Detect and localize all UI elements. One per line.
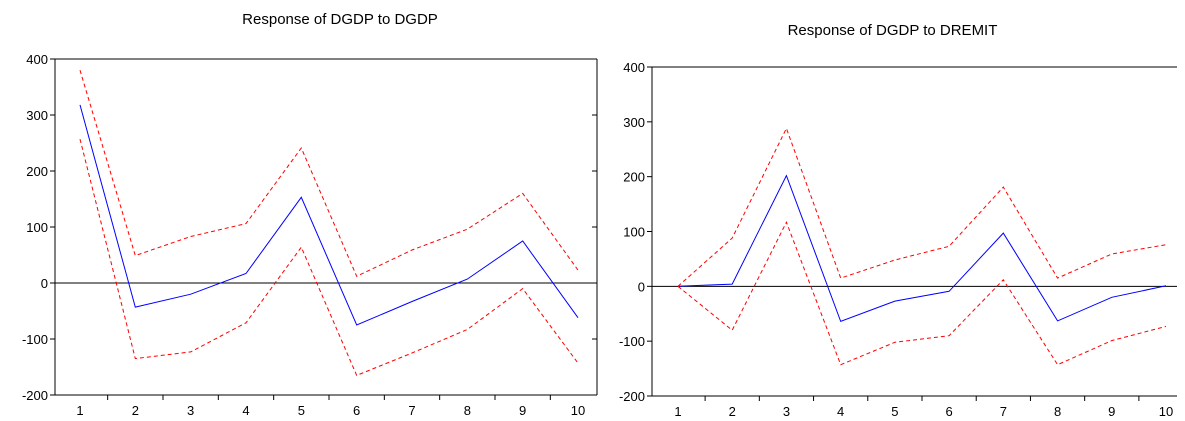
y-tick-label: -200	[619, 389, 645, 404]
x-tick-label: 4	[837, 404, 844, 419]
x-tick-label: 8	[1054, 404, 1061, 419]
x-tick-label: 5	[298, 403, 305, 418]
x-tick-label: 9	[1108, 404, 1115, 419]
x-tick-label: 1	[76, 403, 83, 418]
x-tick-label: 7	[408, 403, 415, 418]
x-tick-label: 4	[242, 403, 249, 418]
x-tick-label: 6	[353, 403, 360, 418]
confidence-band-line	[79, 70, 579, 277]
confidence-band-line	[677, 127, 1167, 287]
line-chart-left: -200 -100 0 100 200 300 400 1 2 3 4 5 6 7 8 9 10	[22, 52, 598, 418]
y-tick-label: 200	[26, 164, 48, 179]
chart-title: Response of DGDP to DREMIT	[787, 22, 998, 39]
x-tick-label: 6	[945, 404, 952, 419]
x-tick-label: 10	[571, 403, 585, 418]
y-tick-label: 0	[41, 276, 48, 291]
x-tick-label: 10	[1159, 404, 1173, 419]
x-tick-label: 8	[464, 403, 471, 418]
y-tick-label: 100	[623, 225, 645, 240]
y-tick-label: 400	[26, 52, 48, 67]
line-chart-right: -200 -100 0 100 200 300 400 1 2 3 4 5 6 7 8 9 10	[619, 60, 1177, 419]
confidence-band-line	[677, 220, 1167, 366]
y-tick-label: 200	[623, 170, 645, 185]
y-tick-label: -200	[22, 388, 48, 403]
x-tick-label: 5	[891, 404, 898, 419]
chart-panel-right: Response of DGDP to DREMIT -200 -100 0 100 2…	[600, 0, 1185, 421]
y-tick-label: -100	[619, 334, 645, 349]
chart-title: Response of DGDP to DGDP	[242, 11, 438, 28]
confidence-band-line	[79, 138, 579, 377]
x-tick-label: 2	[729, 404, 736, 419]
y-tick-label: 300	[26, 108, 48, 123]
y-tick-label: 0	[638, 279, 645, 294]
chart-panel-left: Response of DGDP to DGDP -200 -100 0 100 200…	[22, 11, 598, 418]
y-tick-label: 400	[623, 60, 645, 75]
x-tick-label: 2	[132, 403, 139, 418]
x-tick-label: 7	[1000, 404, 1007, 419]
y-tick-label: 100	[26, 220, 48, 235]
x-tick-label: 9	[519, 403, 526, 418]
x-tick-label: 1	[674, 404, 681, 419]
y-tick-label: -100	[22, 332, 48, 347]
x-tick-label: 3	[187, 403, 194, 418]
x-tick-label: 3	[783, 404, 790, 419]
response-line	[677, 174, 1167, 323]
response-line	[79, 104, 579, 326]
y-tick-label: 300	[623, 115, 645, 130]
